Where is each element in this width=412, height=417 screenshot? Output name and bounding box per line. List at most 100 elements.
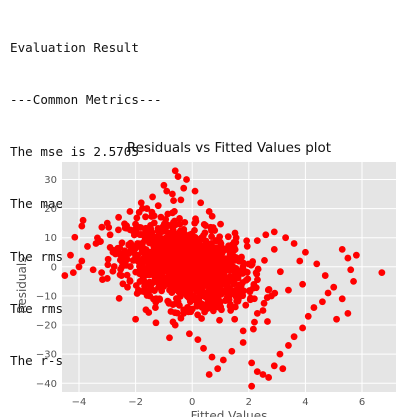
scatter-point-cloud (115, 226, 122, 233)
scatter-point (115, 214, 122, 221)
scatter-point-cloud (230, 280, 237, 287)
y-axis-label: Residuals (15, 257, 29, 314)
scatter-point (319, 298, 326, 305)
scatter-point-cloud (247, 296, 254, 303)
scatter-point-cloud (192, 285, 199, 292)
scatter-point (175, 298, 182, 305)
scatter-point-cloud (130, 257, 137, 264)
y-tick-label: −30 (36, 350, 57, 361)
scatter-point (248, 359, 255, 366)
scatter-point (61, 272, 68, 279)
scatter-point (138, 199, 145, 206)
scatter-point (302, 249, 309, 256)
scatter-point (135, 287, 142, 294)
scatter-point-cloud (111, 263, 118, 270)
scatter-point (248, 383, 255, 390)
x-tick-label: 2 (246, 397, 252, 408)
scatter-point-cloud (176, 215, 183, 222)
scatter-point-cloud (71, 234, 78, 241)
scatter-point (325, 290, 332, 297)
scatter-point-cloud (202, 222, 209, 229)
scatter-point-cloud (175, 273, 182, 280)
scatter-point-cloud (153, 319, 160, 326)
scatter-point-cloud (147, 271, 154, 278)
scatter-point-cloud (158, 287, 165, 294)
scatter-point (152, 304, 159, 311)
scatter-point (194, 336, 201, 343)
scatter-point-cloud (145, 309, 152, 316)
scatter-point-cloud (194, 311, 201, 318)
scatter-point-cloud (188, 272, 195, 279)
scatter-point (183, 176, 190, 183)
scatter-point-cloud (164, 298, 171, 305)
scatter-point-cloud (202, 250, 209, 257)
scatter-point (271, 362, 278, 369)
scatter-point (291, 240, 298, 247)
scatter-point-cloud (224, 294, 231, 301)
scatter-point (132, 316, 139, 323)
scatter-point (240, 339, 247, 346)
scatter-point-cloud (244, 275, 251, 282)
scatter-point (78, 258, 85, 265)
scatter-point-cloud (243, 237, 250, 244)
scatter-point-cloud (199, 263, 206, 270)
scatter-point-cloud (230, 243, 237, 250)
scatter-point (350, 278, 357, 285)
scatter-point-cloud (185, 233, 192, 240)
x-tick-label: 4 (302, 397, 308, 408)
scatter-point-cloud (116, 295, 123, 302)
scatter-point-cloud (160, 256, 167, 263)
scatter-point (76, 263, 83, 270)
scatter-point (214, 365, 221, 372)
scatter-point-cloud (170, 197, 177, 204)
scatter-point-cloud (253, 271, 260, 278)
scatter-point-cloud (242, 302, 249, 309)
scatter-point-cloud (174, 236, 181, 243)
scatter-point-cloud (123, 225, 130, 232)
scatter-point-cloud (148, 228, 155, 235)
scatter-point-cloud (153, 258, 160, 265)
y-tick-label: 30 (44, 175, 57, 186)
scatter-point-cloud (203, 271, 210, 278)
scatter-point-cloud (202, 282, 209, 289)
scatter-point (254, 237, 261, 244)
scatter-point-cloud (159, 235, 166, 242)
scatter-point (322, 272, 329, 279)
scatter-point (104, 220, 111, 227)
y-tick-label: −10 (36, 291, 57, 302)
scatter-point (378, 269, 385, 276)
scatter-point-cloud (209, 300, 216, 307)
scatter-point-cloud (194, 255, 201, 262)
scatter-point-cloud (157, 248, 164, 255)
scatter-point (282, 234, 289, 241)
scatter-point (265, 374, 272, 381)
scatter-point (149, 194, 156, 201)
scatter-point-cloud (127, 263, 134, 270)
scatter-point (344, 310, 351, 317)
scatter-point-cloud (217, 239, 224, 246)
scatter-point-cloud (184, 284, 191, 291)
chart-title: Residuals vs Fitted Values plot (127, 140, 331, 156)
scatter-point-cloud (232, 230, 239, 237)
scatter-point-cloud (233, 293, 240, 300)
scatter-point-cloud (198, 236, 205, 243)
scatter-point (206, 208, 213, 215)
scatter-point (127, 208, 134, 215)
scatter-point (285, 342, 292, 349)
scatter-point-cloud (249, 261, 256, 268)
scatter-point (344, 255, 351, 262)
scatter-point-cloud (136, 243, 143, 250)
scatter-point-cloud (165, 222, 172, 229)
scatter-point-cloud (218, 254, 225, 261)
scatter-point (144, 205, 151, 212)
scatter-point-cloud (98, 224, 105, 231)
scatter-point-cloud (227, 251, 234, 258)
scatter-point (277, 351, 284, 358)
scatter-point-cloud (147, 222, 154, 229)
scatter-point (180, 310, 187, 317)
scatter-point (299, 281, 306, 288)
report-subheading: ---Common Metrics--- (10, 91, 177, 108)
scatter-point (262, 231, 269, 238)
scatter-point (200, 345, 207, 352)
scatter-point-cloud (162, 216, 169, 223)
